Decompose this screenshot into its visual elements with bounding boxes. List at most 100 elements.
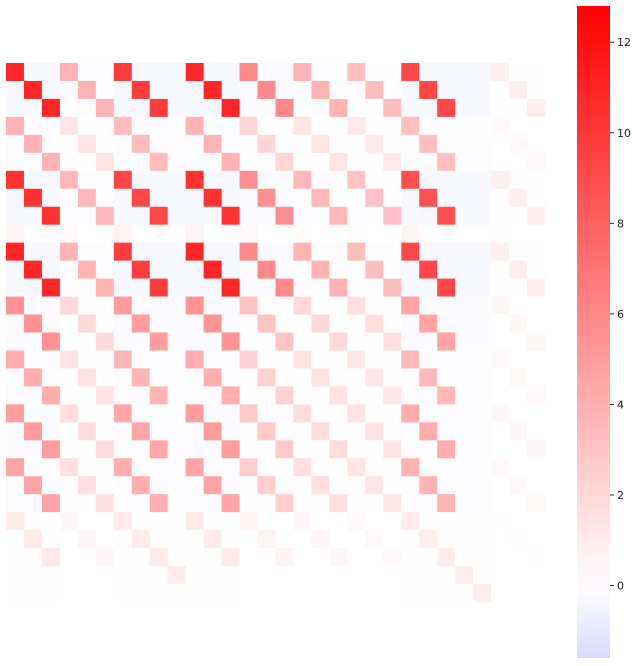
heatmap-cell bbox=[329, 278, 348, 297]
heatmap-cell bbox=[275, 512, 294, 531]
heatmap-cell bbox=[491, 584, 510, 603]
heatmap-cell bbox=[95, 80, 115, 100]
heatmap-cell bbox=[41, 260, 61, 279]
heatmap-cell bbox=[383, 404, 402, 423]
heatmap-cell bbox=[455, 404, 474, 423]
heatmap-cell bbox=[59, 296, 79, 315]
heatmap-cell bbox=[347, 332, 366, 351]
heatmap-cell bbox=[131, 548, 151, 567]
heatmap-cell bbox=[95, 584, 115, 603]
heatmap-cell bbox=[329, 458, 348, 477]
heatmap-cell bbox=[257, 440, 276, 459]
heatmap-cell bbox=[41, 188, 61, 208]
heatmap-cell bbox=[311, 63, 330, 82]
heatmap-cell bbox=[221, 63, 240, 82]
heatmap-cell bbox=[401, 80, 420, 100]
heatmap-cell bbox=[113, 296, 133, 315]
heatmap-cell bbox=[527, 386, 546, 405]
heatmap-cell bbox=[131, 98, 151, 118]
heatmap-cell bbox=[203, 98, 222, 118]
heatmap-cell bbox=[77, 206, 97, 225]
heatmap-cell bbox=[347, 278, 366, 297]
heatmap-cell bbox=[167, 63, 186, 82]
heatmap-cell bbox=[419, 368, 438, 387]
heatmap-cell bbox=[347, 476, 366, 495]
heatmap-cell bbox=[167, 188, 186, 208]
heatmap-cell bbox=[59, 242, 79, 261]
heatmap-cell bbox=[311, 422, 330, 441]
heatmap-cell bbox=[311, 476, 330, 495]
heatmap-cell bbox=[23, 422, 43, 441]
heatmap-cell bbox=[437, 170, 456, 190]
heatmap-cell bbox=[221, 134, 240, 154]
heatmap-cell bbox=[329, 350, 348, 369]
heatmap-cell bbox=[113, 278, 133, 297]
heatmap-cell bbox=[527, 584, 546, 603]
heatmap-cell bbox=[473, 512, 492, 531]
heatmap-cell bbox=[329, 512, 348, 531]
heatmap-cell bbox=[6, 296, 25, 315]
heatmap-cell bbox=[293, 314, 312, 333]
heatmap-cell bbox=[221, 206, 240, 225]
heatmap-cell bbox=[527, 63, 546, 82]
heatmap-cell bbox=[149, 278, 168, 297]
heatmap-cell bbox=[491, 314, 510, 333]
heatmap-cell bbox=[203, 566, 222, 585]
heatmap-cell bbox=[95, 458, 115, 477]
heatmap-cell bbox=[347, 404, 366, 423]
heatmap-cell bbox=[239, 224, 258, 243]
heatmap-cell bbox=[23, 458, 43, 477]
heatmap-cell bbox=[527, 566, 546, 585]
heatmap-cell bbox=[167, 314, 186, 333]
heatmap-cell bbox=[509, 368, 528, 387]
heatmap-cell bbox=[221, 350, 240, 369]
heatmap-cell bbox=[383, 260, 402, 279]
heatmap-cell bbox=[59, 386, 79, 405]
heatmap-cell bbox=[113, 134, 133, 154]
heatmap-cell bbox=[95, 494, 115, 513]
heatmap-cell bbox=[257, 494, 276, 513]
heatmap-cell bbox=[239, 368, 258, 387]
heatmap-cell bbox=[113, 566, 133, 585]
heatmap-cell bbox=[419, 512, 438, 531]
heatmap-cell bbox=[455, 422, 474, 441]
heatmap-cell bbox=[41, 206, 61, 225]
heatmap-cell bbox=[239, 152, 258, 172]
heatmap-cell bbox=[383, 494, 402, 513]
heatmap-cell bbox=[275, 494, 294, 513]
heatmap-cell bbox=[203, 386, 222, 405]
heatmap-cell bbox=[491, 296, 510, 315]
colorbar-tick-label: 6 bbox=[617, 308, 624, 321]
heatmap-cell bbox=[203, 63, 222, 82]
heatmap-cell bbox=[473, 206, 492, 225]
heatmap-cell bbox=[95, 332, 115, 351]
heatmap-cell bbox=[185, 188, 204, 208]
heatmap-cell bbox=[401, 512, 420, 531]
heatmap-cell bbox=[365, 512, 384, 531]
heatmap-cell bbox=[239, 404, 258, 423]
heatmap-cell bbox=[473, 98, 492, 118]
heatmap-cell bbox=[473, 566, 492, 585]
heatmap-cell bbox=[131, 440, 151, 459]
heatmap-cell bbox=[311, 548, 330, 567]
heatmap-cell bbox=[203, 260, 222, 279]
heatmap-cell bbox=[41, 278, 61, 297]
heatmap-cell bbox=[401, 170, 420, 190]
heatmap-cell bbox=[437, 458, 456, 477]
heatmap-cell bbox=[527, 350, 546, 369]
heatmap-cell bbox=[275, 548, 294, 567]
heatmap-cell bbox=[23, 278, 43, 297]
heatmap-cell bbox=[491, 368, 510, 387]
heatmap-cell bbox=[41, 314, 61, 333]
heatmap-cell bbox=[383, 386, 402, 405]
heatmap-cell bbox=[167, 494, 186, 513]
heatmap-cell bbox=[275, 242, 294, 261]
heatmap-cell bbox=[59, 350, 79, 369]
heatmap-cell bbox=[6, 422, 25, 441]
heatmap-cell bbox=[203, 548, 222, 567]
heatmap-cell bbox=[185, 512, 204, 531]
heatmap-cell bbox=[275, 116, 294, 136]
heatmap-cell bbox=[6, 278, 25, 297]
heatmap-cell bbox=[77, 80, 97, 100]
heatmap-cell bbox=[509, 404, 528, 423]
